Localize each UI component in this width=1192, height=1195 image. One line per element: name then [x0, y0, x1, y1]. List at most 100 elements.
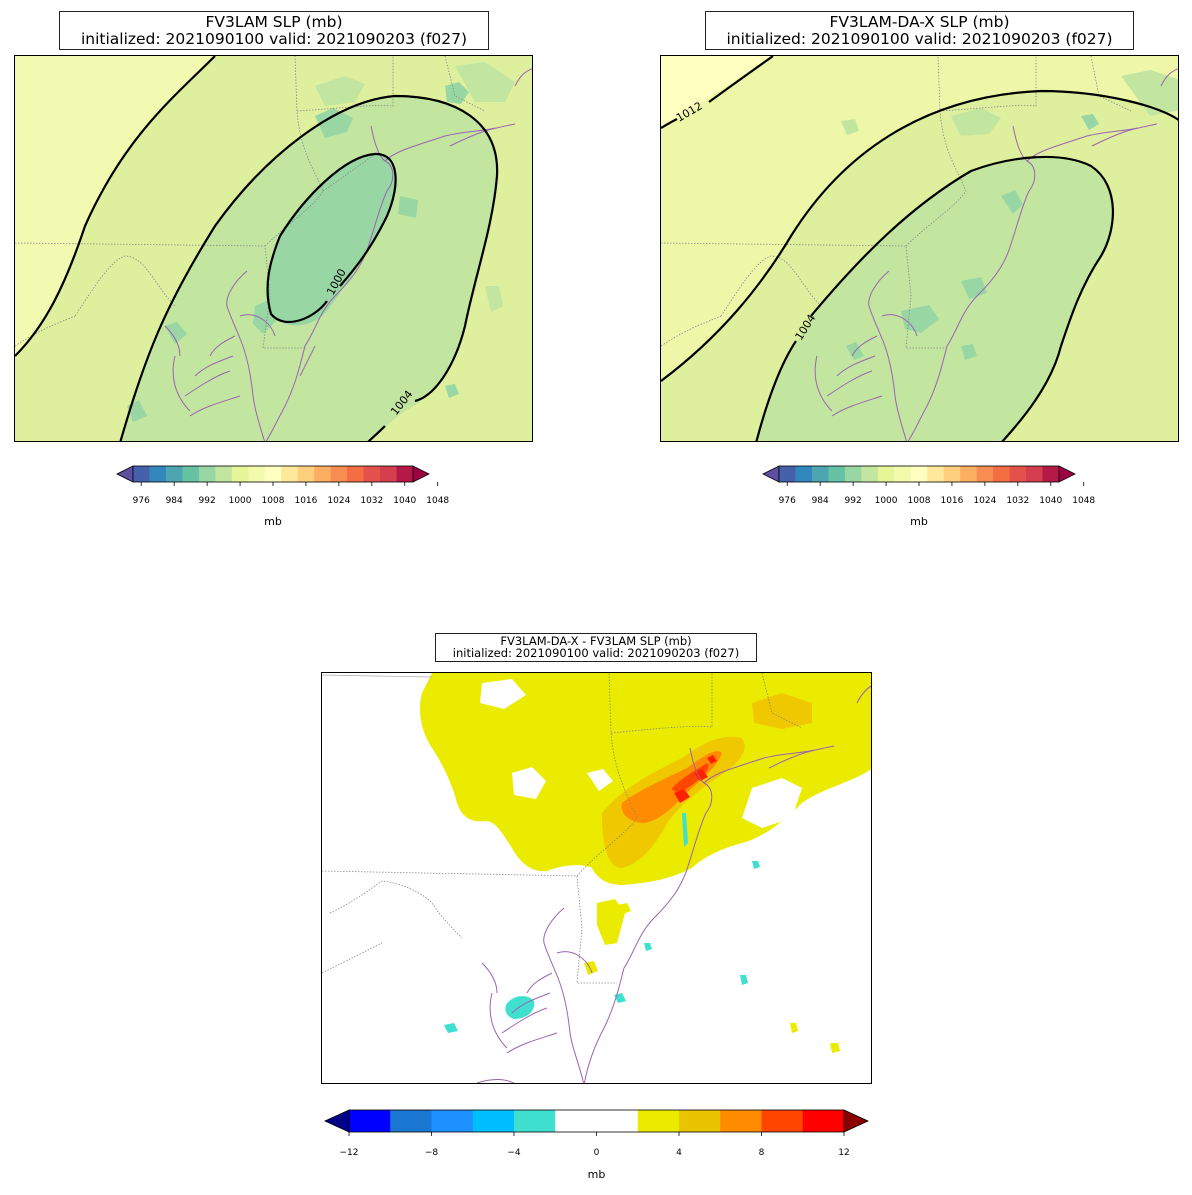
- panel2-fill-far: [661, 56, 773, 128]
- panel1-colorbar-swatch: [198, 466, 216, 482]
- panel1-colorbar-swatch: [363, 466, 381, 482]
- panel3-colorbar-swatch: [761, 1110, 804, 1132]
- panel1-colorbar-tick-label: 984: [165, 496, 183, 506]
- panel2-colorbar-swatch: [861, 466, 879, 482]
- panel2-colorbar-svg: [762, 465, 1085, 486]
- panel2-map: 1012 1004: [660, 55, 1179, 442]
- panel2-colorbar-tick-label: 976: [778, 496, 796, 506]
- panel1-colorbar-tick-label: 1016: [294, 496, 318, 506]
- panel3-colorbar-tick-label: 8: [758, 1148, 765, 1158]
- panel2-colorbar-swatch: [844, 466, 862, 482]
- panel1-colorbar-tick-label: 992: [198, 496, 216, 506]
- panel3-yellow-blobs: [584, 899, 840, 1053]
- panel3-colorbar-swatch: [349, 1110, 391, 1132]
- panel1-colorbar-swatch: [314, 466, 332, 482]
- panel2-colorbar-swatch: [993, 466, 1011, 482]
- panel1-colorbar-tick-label: 1048: [426, 496, 450, 506]
- panel2-map-svg: 1012 1004: [661, 56, 1178, 441]
- panel1-title-line1: FV3LAM SLP (mb): [205, 13, 343, 31]
- panel1-colorbar: 976 984 992 1000 1008 1016 1024 1032 1040 1048 mb: [116, 465, 449, 528]
- panel2-patches: [846, 114, 1099, 360]
- panel2-colorbar-swatch: [779, 466, 796, 482]
- panel1-fill-core: [266, 153, 396, 326]
- panel3-colorbar-swatch: [679, 1110, 721, 1132]
- panel1-colorbar-swatch: [182, 466, 200, 482]
- panel2-colorbar-swatch: [1009, 466, 1027, 482]
- panel2-title-line2: initialized: 2021090100 valid: 202109020…: [726, 29, 1113, 48]
- panel1-colorbar-swatch: [330, 466, 348, 482]
- panel3-colorbar-tick-label: −8: [424, 1148, 439, 1158]
- panel3-colorbar-swatch: [555, 1110, 597, 1132]
- panel1-colorbar-swatch: [133, 466, 150, 482]
- panel2-colorbar-swatch: [877, 466, 895, 482]
- panel2-colorbar-swatch: [1042, 466, 1060, 482]
- panel3-coastlines: [476, 685, 871, 1083]
- panel2-contours: [661, 56, 1178, 441]
- panel3-colorbar-swatch: [514, 1110, 556, 1132]
- panel2-colorbar-extend-low: [762, 465, 780, 483]
- panel2-colorbar-extend-high: [1058, 465, 1076, 483]
- panel3-fill-redorange: [672, 763, 709, 792]
- panel1-colorbar-swatch: [396, 466, 414, 482]
- panel2-title-line1: FV3LAM-DA-X SLP (mb): [829, 13, 1010, 31]
- panel3-colorbar-tick-label: 12: [838, 1148, 850, 1158]
- panel2-colorbar-swatch: [910, 466, 928, 482]
- panel1-map: 1000 1004: [14, 55, 533, 442]
- panel3-holes: [428, 679, 802, 828]
- panel1-colorbar-svg: [116, 465, 439, 486]
- panel3-map-svg: [322, 673, 871, 1083]
- panel2-colorbar-swatch: [828, 466, 846, 482]
- panel1-colorbar-tick-label: 1000: [228, 496, 252, 506]
- panel1-colorbar-swatch: [264, 466, 282, 482]
- panel1-fill-far: [15, 56, 215, 356]
- panel1-colorbar-extend-high: [412, 465, 430, 483]
- panel2-colorbar-tick-label: 992: [844, 496, 862, 506]
- panel3-title: FV3LAM-DA-X - FV3LAM SLP (mb) initialize…: [435, 633, 757, 662]
- panel2-colorbar-tick-label: 1048: [1072, 496, 1096, 506]
- panel2-colorbar-tick-label: 1040: [1039, 496, 1063, 506]
- panel3-colorbar: −12 −8 −4 0 4 8 12 mb: [324, 1109, 869, 1190]
- panel1-colorbar-swatch: [248, 466, 266, 482]
- panel2-colorbar-swatch: [1026, 466, 1044, 482]
- panel3-colorbar-extend-high: [843, 1109, 869, 1133]
- panel1-colorbar-tick-label: 1032: [360, 496, 384, 506]
- panel2-colorbar-swatch: [795, 466, 813, 482]
- panel1-colorbar-tick-label: 1008: [261, 496, 285, 506]
- panel1-colorbar-swatch: [215, 466, 233, 482]
- panel2-colorbar-tick-label: 1008: [907, 496, 931, 506]
- panel1-title-line2: initialized: 2021090100 valid: 202109020…: [80, 29, 468, 48]
- panel2-colorbar-tick-label: 1000: [874, 496, 898, 506]
- panel1-patches: [127, 82, 469, 422]
- panel3-colorbar-swatch: [431, 1110, 474, 1132]
- panel1-colorbar-swatch: [347, 466, 365, 482]
- panel3-map: [321, 672, 872, 1084]
- panel3-colorbar-extend-low: [324, 1109, 350, 1133]
- panel3-colorbar-swatch: [596, 1110, 639, 1132]
- panel3-colorbar-swatch: [720, 1110, 762, 1132]
- panel3-title-line2: initialized: 2021090100 valid: 202109020…: [452, 646, 740, 661]
- panel2-coastlines: [814, 68, 1178, 441]
- panel3-colorbar-swatch: [390, 1110, 432, 1132]
- panel1-patches2: [315, 62, 515, 312]
- panel2-title: FV3LAM-DA-X SLP (mb) initialized: 202109…: [705, 11, 1134, 51]
- panel1-colorbar-tick-label: 1040: [393, 496, 417, 506]
- panel1-coastlines: [164, 68, 532, 441]
- panel2-colorbar-tick-label: 1016: [940, 496, 964, 506]
- panel3-state-borders: [322, 673, 803, 984]
- panel1-colorbar-swatch: [281, 466, 299, 482]
- panel1-colorbar-extend-low: [116, 465, 134, 483]
- panel3-colorbar-unit-label: mb: [587, 1168, 606, 1181]
- panel3-fill-red: [674, 755, 717, 803]
- panel1-contours: [15, 56, 499, 441]
- panel3-colorbar-tick-label: −12: [339, 1148, 359, 1158]
- panel3-thin-borders: [322, 674, 433, 678]
- panel1-colorbar-swatch: [380, 466, 398, 482]
- panel1-colorbar-swatch: [297, 466, 315, 482]
- panel2-colorbar-swatch: [943, 466, 961, 482]
- panel1-colorbar-unit-label: mb: [264, 515, 282, 528]
- panel3-colorbar-swatch: [472, 1110, 515, 1132]
- panel2-colorbar-swatch: [960, 466, 978, 482]
- panel1-colorbar-swatch: [231, 466, 249, 482]
- panel1-colorbar-tick-label: 1024: [327, 496, 351, 506]
- panel2-colorbar-tick-label: 1024: [973, 496, 997, 506]
